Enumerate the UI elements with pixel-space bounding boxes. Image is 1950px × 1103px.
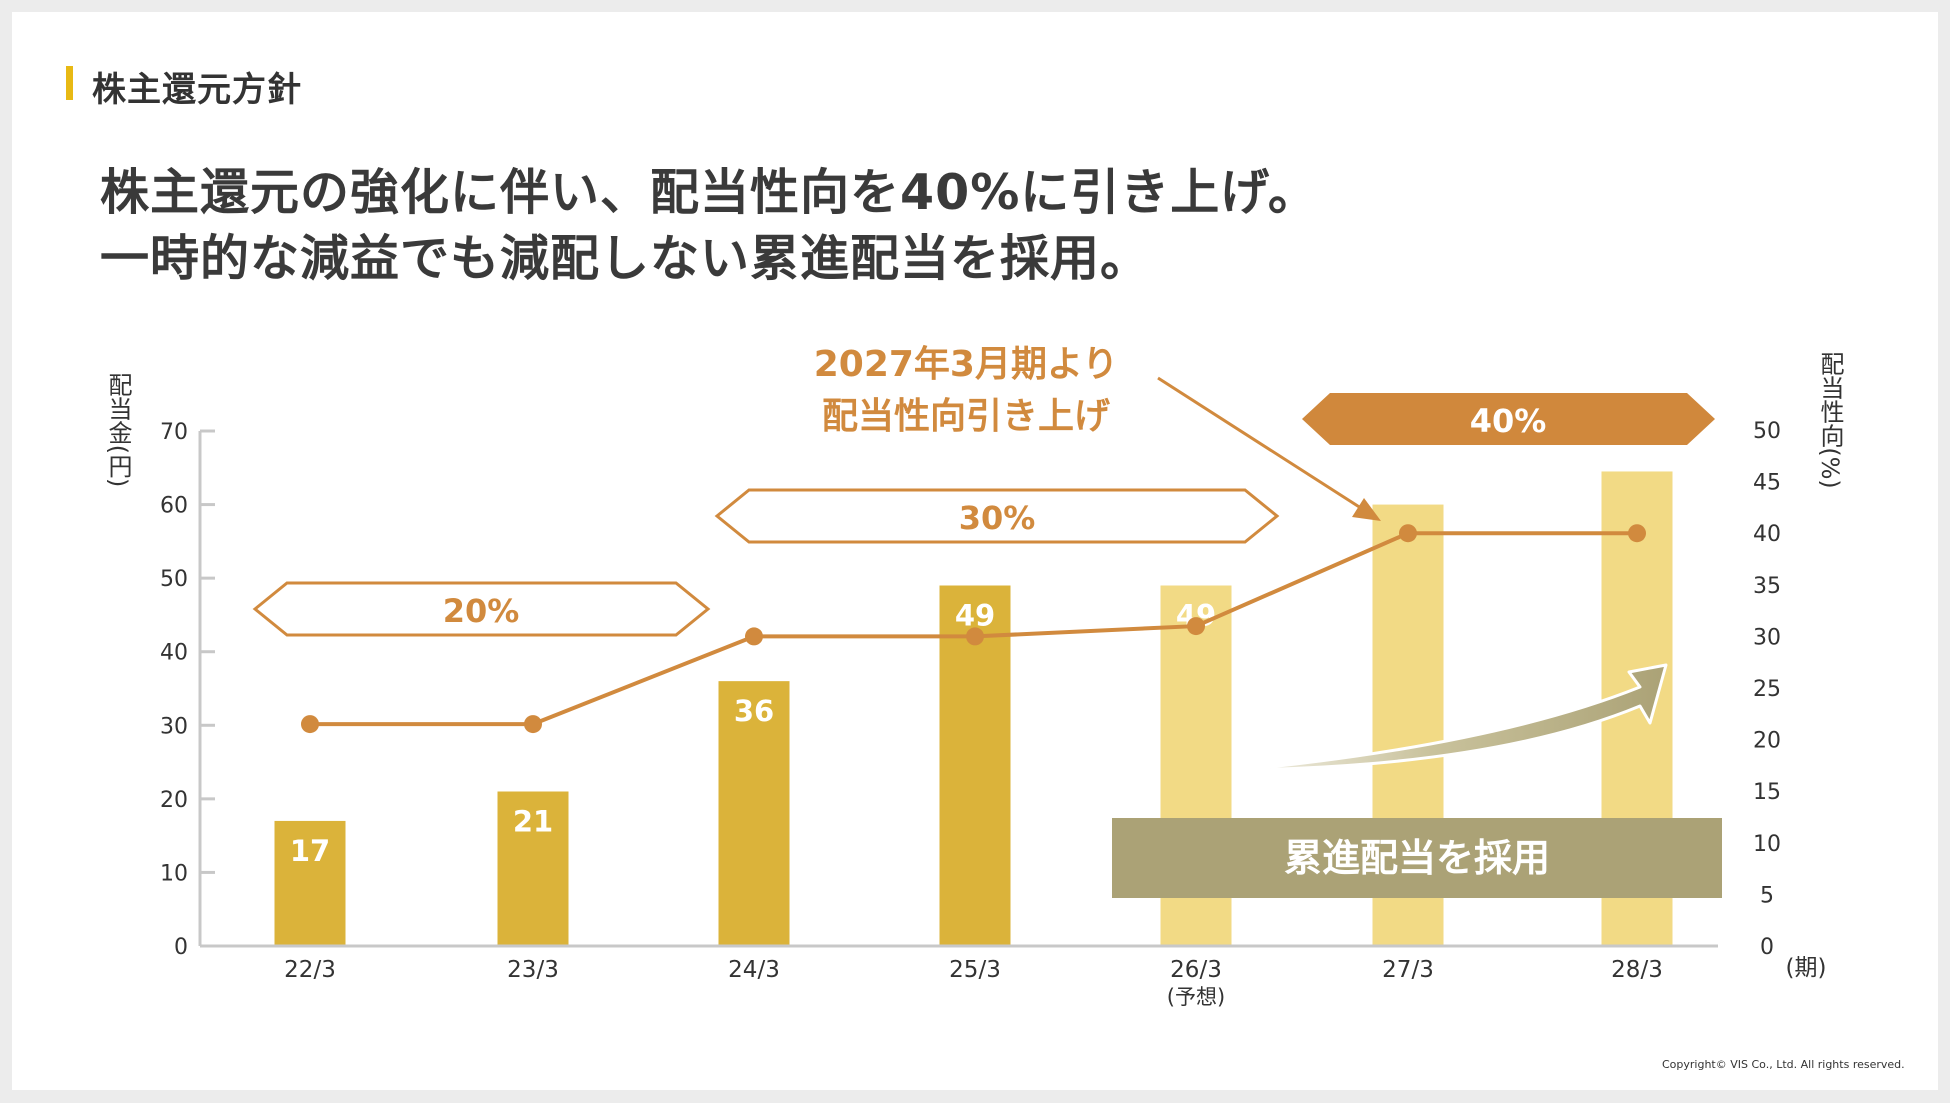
progressive-dividend-label: 累進配当を採用 <box>1284 836 1550 880</box>
y-left-tick-label: 0 <box>174 935 188 960</box>
payout-ratio-point <box>966 627 984 646</box>
dividend-bar-label: 17 <box>290 834 330 868</box>
raise-pointer-head <box>1352 498 1381 521</box>
x-tick-label: 23/3 <box>507 957 559 983</box>
raise-pointer-line <box>1157 376 1365 512</box>
section-title: 株主還元方針 <box>92 70 302 110</box>
y-left-axis-title: 配当金(円) <box>104 373 132 488</box>
y-right-tick-label: 25 <box>1753 677 1781 702</box>
headline-line-2: 一時的な減益でも減配しない累進配当を採用。 <box>100 230 1151 287</box>
y-right-tick-label: 15 <box>1753 780 1781 805</box>
x-unit-label: (期) <box>1786 955 1827 981</box>
y-right-tick-label: 45 <box>1753 471 1781 496</box>
payout-ratio-point <box>1628 524 1646 543</box>
y-right-tick-label: 40 <box>1753 522 1781 547</box>
x-tick-label: 27/3 <box>1382 957 1434 983</box>
headline: 株主還元の強化に伴い、配当性向を40%に引き上げ。 一時的な減益でも減配しない累… <box>100 160 1318 292</box>
x-tick-label: 24/3 <box>728 957 780 983</box>
progressive-growth-arrow <box>1238 663 1668 772</box>
y-right-tick-label: 30 <box>1753 625 1781 650</box>
progressive-dividend-box <box>1112 818 1722 898</box>
y-right-tick-label: 35 <box>1753 574 1781 599</box>
y-right-tick-label: 10 <box>1753 832 1781 857</box>
payout-20-label: 20% <box>443 592 520 630</box>
y-left-tick-label: 50 <box>160 567 188 592</box>
payout-40-banner <box>1302 393 1715 445</box>
x-tick-label: 28/3 <box>1611 957 1663 983</box>
payout-ratio-point <box>745 627 763 646</box>
y-left-tick-label: 20 <box>160 788 188 813</box>
x-tick-note: (予想) <box>1167 985 1225 1009</box>
payout-30-banner <box>714 488 1280 544</box>
y-right-tick-label: 20 <box>1753 729 1781 754</box>
dividend-bar-label: 49 <box>955 599 995 633</box>
dividend-bar-label: 21 <box>513 805 553 839</box>
x-axis-ticks: 22/3 23/3 24/3 25/3 26/3(予想) 27/3 28/3 <box>284 957 1663 1009</box>
x-tick-label: 25/3 <box>949 957 1001 983</box>
x-tick-label: 22/3 <box>284 957 336 983</box>
dividend-bar <box>497 791 569 946</box>
payout-20-banner <box>252 581 711 637</box>
dividend-bar <box>274 820 346 946</box>
raise-note-line-1: 2027年3月期より <box>814 344 1119 385</box>
section-accent-bar <box>66 66 73 100</box>
y-left-tick-label: 10 <box>160 861 188 886</box>
y-left-tick-label: 70 <box>160 420 188 445</box>
dividend-bar <box>939 585 1011 946</box>
payout-ratio-line <box>301 524 1646 734</box>
y-right-tick-label: 50 <box>1753 419 1781 444</box>
dividend-bar <box>718 681 790 946</box>
y-right-axis: 0 5 10 15 20 25 30 35 40 45 50 <box>1753 419 1781 960</box>
y-left-axis: 0 10 20 30 40 50 60 70 <box>160 420 215 960</box>
y-right-tick-label: 5 <box>1760 883 1774 908</box>
y-left-tick-label: 40 <box>160 641 188 666</box>
x-tick-label: 26/3 <box>1170 957 1222 983</box>
headline-line-1: 株主還元の強化に伴い、配当性向を40%に引き上げ。 <box>100 164 1318 221</box>
y-right-tick-label: 0 <box>1760 935 1774 960</box>
dividend-bar-label: 36 <box>734 694 774 728</box>
raise-note-line-2: 配当性向引き上げ <box>822 396 1110 437</box>
y-left-tick-label: 30 <box>160 714 188 739</box>
payout-30-label: 30% <box>959 499 1036 537</box>
payout-ratio-point <box>524 715 542 734</box>
y-left-tick-label: 60 <box>160 494 188 519</box>
copyright: Copyright© VIS Co., Ltd. All rights rese… <box>1662 1058 1905 1071</box>
payout-40-label: 40% <box>1470 402 1547 440</box>
payout-ratio-point <box>1399 524 1417 543</box>
payout-ratio-point <box>301 715 319 734</box>
payout-ratio-point <box>1187 617 1205 636</box>
y-right-axis-title: 配当性向(%) <box>1816 351 1844 489</box>
